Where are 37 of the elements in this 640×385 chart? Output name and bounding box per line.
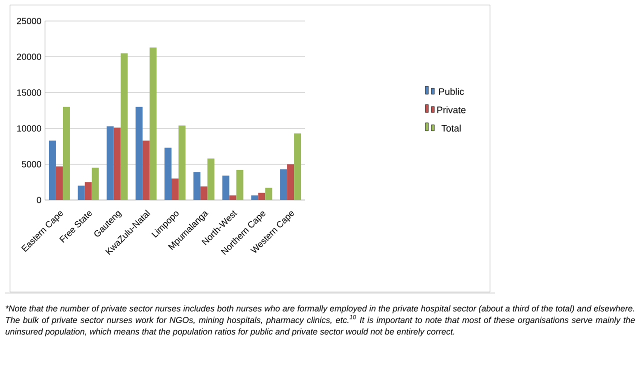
bar xyxy=(207,158,214,200)
bar xyxy=(84,182,92,200)
bar xyxy=(62,106,70,200)
bar xyxy=(193,172,200,200)
y-tick-label: 15000 xyxy=(17,89,42,96)
y-tick-label: 5000 xyxy=(22,161,42,168)
bar xyxy=(106,126,114,200)
legend-label: Private xyxy=(437,106,466,114)
bar xyxy=(172,178,178,200)
bar xyxy=(164,148,172,200)
bar xyxy=(78,186,85,200)
bar xyxy=(287,164,294,200)
text: *Note that the number of private sector nurses includes both nurses who are formally employed in the private hospital sector (about a third of the total) and elsewhere. The bulk of private sector nurses work for NGOs, mining hospitals, pharmacy clinics, etc.$^{10}$ It is important to note that most of these organisations serve mainly the uninsured population, which means that the population ratios for public and private sector would not be entirely correct. xyxy=(6,305,635,336)
bar xyxy=(280,169,288,200)
bar xyxy=(136,106,143,200)
bar xyxy=(236,170,244,200)
bar xyxy=(48,140,56,200)
bar xyxy=(114,128,121,200)
legend-label: Total xyxy=(441,124,461,132)
bar xyxy=(251,195,258,200)
y-tick-label: 25000 xyxy=(17,18,42,24)
y-tick-label: 10000 xyxy=(17,125,42,132)
bar xyxy=(294,133,302,200)
bar xyxy=(229,195,236,200)
legend-label: Public xyxy=(439,88,464,95)
bar xyxy=(258,192,266,200)
bar xyxy=(178,126,186,200)
y-tick-label: 20000 xyxy=(17,54,42,60)
bar xyxy=(150,47,157,200)
bar xyxy=(120,53,128,200)
bar xyxy=(222,176,230,200)
bar xyxy=(200,186,208,200)
bar xyxy=(56,166,63,200)
bar xyxy=(142,140,150,200)
bar xyxy=(265,188,272,200)
y-tick-label: 0 xyxy=(36,196,42,204)
bar xyxy=(92,168,99,200)
